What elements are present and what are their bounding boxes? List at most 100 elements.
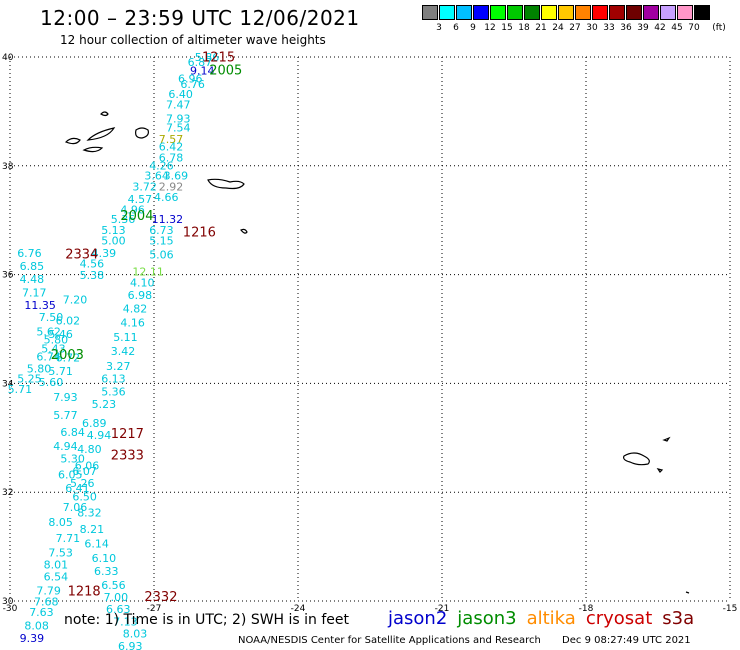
x-tick-label: -24 (291, 604, 306, 614)
pass-time-label: 2333 (111, 449, 144, 464)
wave-height-value: 6.63 (106, 603, 131, 616)
color-legend-label: 70 (688, 23, 700, 33)
wave-height-value: 4.66 (154, 191, 179, 204)
color-swatch (473, 5, 489, 20)
satellite-legend-entry: jason3 (457, 608, 517, 629)
wave-height-value: 7.63 (29, 606, 54, 619)
wave-height-value: 6.87 (188, 56, 213, 69)
color-swatch (592, 5, 608, 20)
wave-height-value: 4.82 (123, 303, 148, 316)
wave-height-value: 6.50 (72, 490, 97, 503)
wave-height-value: 6.14 (84, 538, 109, 551)
island-outline (685, 591, 690, 594)
wave-height-value: 5.30 (60, 452, 85, 465)
wave-height-value: 7.13 (113, 615, 138, 628)
x-tick-label: -15 (723, 604, 738, 614)
wave-height-value: 5.86 (195, 51, 220, 64)
color-swatch (660, 5, 676, 20)
chart-title: 12:00 – 23:59 UTC 12/06/2021 (40, 6, 360, 30)
x-tick-label: -27 (147, 604, 162, 614)
wave-height-value: 6.89 (82, 417, 107, 430)
wave-height-value: 5.13 (101, 224, 126, 237)
wave-height-value: 4.96 (120, 204, 144, 217)
wave-height-value: 4.56 (80, 258, 105, 271)
wave-height-value: 3.27 (106, 360, 131, 373)
color-swatch (541, 5, 557, 20)
island-outline (86, 127, 116, 141)
satellite-legend-entry: jason2 (388, 608, 448, 629)
wave-height-value: 5.77 (53, 409, 77, 422)
color-swatch (439, 5, 455, 20)
wave-height-value: 6.73 (149, 224, 174, 237)
pass-time-label: 1215 (202, 50, 235, 65)
color-swatch (694, 5, 710, 20)
wave-height-value: 5.00 (101, 235, 126, 248)
wave-height-value: 3.72 (132, 180, 157, 193)
wave-height-value: 8.03 (123, 627, 148, 640)
island-outline (82, 146, 104, 153)
color-legend-label: 36 (620, 23, 632, 33)
wave-height-value: 6.96 (178, 73, 203, 86)
pass-time-label: 1216 (183, 226, 216, 241)
wave-height-value: 4.57 (128, 193, 153, 206)
color-swatch (524, 5, 540, 20)
y-tick-label: 34 (2, 379, 14, 389)
color-legend-label: 42 (654, 23, 666, 33)
wave-height-value: 7.57 (159, 133, 184, 146)
color-legend-label: 45 (671, 23, 683, 33)
wave-height-value: 7.53 (48, 546, 73, 559)
wave-height-value: 3.69 (164, 169, 189, 182)
wave-height-value: 7.50 (39, 311, 64, 324)
wave-height-value: 5.36 (101, 385, 126, 398)
y-tick-label: 30 (2, 597, 14, 607)
color-legend-label: 6 (453, 23, 459, 33)
wave-height-value: 6.56 (101, 579, 126, 592)
wave-height-value: 4.16 (120, 316, 144, 329)
wave-height-value: 6.78 (159, 151, 184, 164)
wave-height-value: 7.20 (63, 293, 88, 306)
wave-height-value: 6.72 (56, 352, 81, 365)
island-outline (656, 468, 664, 473)
wave-height-value: 5.36 (111, 213, 136, 226)
wave-height-value: 11.32 (152, 213, 184, 226)
color-legend-label: 3 (436, 23, 442, 33)
pass-time-label: 2003 (51, 348, 84, 363)
wave-height-value: 5.62 (36, 326, 61, 339)
wave-height-value: 7.93 (53, 391, 77, 404)
wave-height-value: 4.26 (149, 160, 174, 173)
wave-height-value: 6.02 (56, 315, 81, 328)
island-outlines (64, 111, 690, 594)
wave-height-value: 4.39 (92, 247, 117, 260)
color-legend-label: 27 (569, 23, 581, 33)
grid-lines (9, 56, 731, 602)
wave-height-value: 9.39 (20, 632, 44, 645)
island-outline (662, 436, 671, 442)
wave-height-value: 8.05 (48, 516, 73, 529)
satellite-legend: jason2 jason3 altika cryosat s3a (388, 608, 704, 629)
wave-height-value: 6.84 (60, 426, 85, 439)
color-legend-label: 30 (586, 23, 598, 33)
satellite-legend-entry: altika (526, 608, 576, 629)
color-swatch (609, 5, 625, 20)
wave-height-value: 4.94 (87, 429, 112, 442)
wave-height-value: 11.35 (24, 299, 56, 312)
wave-height-value: 5.43 (41, 342, 65, 355)
wave-height-value: 6.41 (65, 482, 90, 495)
wave-height-value: 5.71 (48, 365, 73, 378)
wave-height-value: 6.33 (94, 565, 119, 578)
wave-height-value: 5.11 (113, 331, 138, 344)
color-legend-label: 33 (603, 23, 615, 33)
y-tick-label: 40 (2, 53, 14, 63)
pass-time-label: 2334 (65, 247, 98, 262)
wave-height-value: 9.14 (190, 64, 215, 77)
wave-height-value: 8.01 (44, 558, 69, 571)
wave-height-value: 12.11 (132, 266, 164, 279)
wave-height-value: 6.13 (101, 372, 126, 385)
color-legend-label: 39 (637, 23, 649, 33)
wave-height-value: 5.25 (17, 372, 42, 385)
wave-height-value: 5.06 (149, 248, 174, 261)
color-legend-label: 21 (535, 23, 547, 33)
y-tick-label: 38 (2, 162, 14, 172)
wave-height-value: 5.46 (48, 328, 73, 341)
